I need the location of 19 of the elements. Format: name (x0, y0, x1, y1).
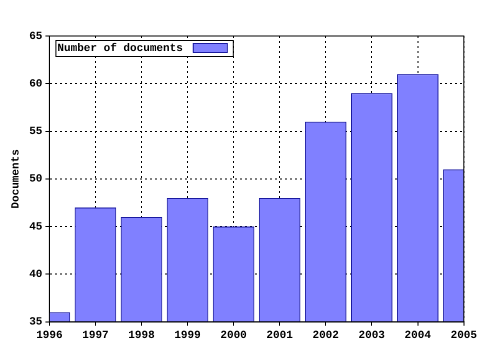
x-tick-label: 1999 (174, 330, 201, 342)
y-tick-label: 45 (29, 221, 43, 234)
y-tick-label: 65 (29, 30, 43, 43)
x-tick-label: 1997 (82, 330, 109, 342)
x-tick-label: 2002 (312, 330, 339, 342)
x-tick-label: 2000 (220, 330, 247, 342)
y-tick-label: 40 (29, 268, 42, 281)
y-tick-label: 35 (29, 316, 43, 329)
legend-label: Number of documents (57, 42, 183, 55)
x-tick-label: 1996 (36, 330, 63, 342)
x-tick-label: 2003 (358, 330, 386, 342)
x-tick-label: 2004 (404, 330, 432, 342)
y-tick-label: 60 (29, 78, 42, 90)
y-axis-title: Documents (10, 149, 22, 209)
y-tick-label: 50 (29, 174, 42, 186)
x-tick-label: 1998 (128, 330, 156, 342)
x-tick-label: 2005 (450, 330, 478, 342)
y-tick-label: 55 (29, 126, 43, 138)
x-tick-label: 2001 (266, 330, 294, 342)
